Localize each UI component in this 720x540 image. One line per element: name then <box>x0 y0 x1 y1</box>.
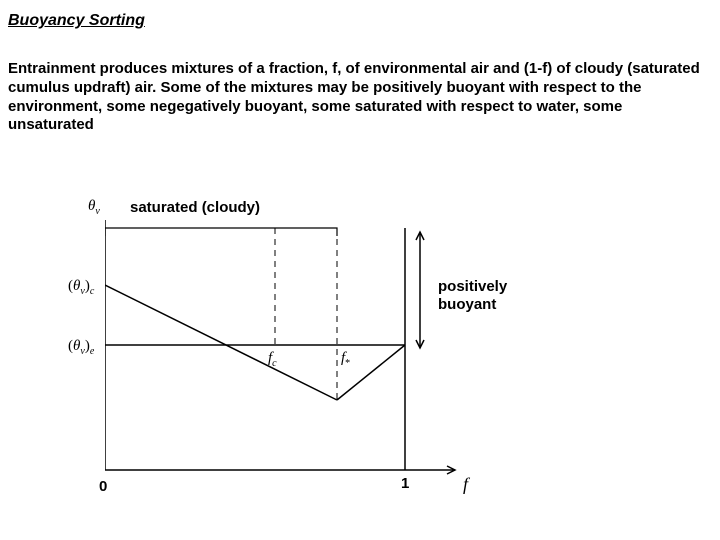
theta-v-label: θv <box>88 198 100 217</box>
axis-zero: 0 <box>99 478 107 495</box>
theta-v-c-label: (θv)c <box>68 278 94 297</box>
theta-v-e-label: (θv)e <box>68 338 94 357</box>
buoyancy-diagram <box>105 220 465 480</box>
page-title: Buoyancy Sorting <box>8 12 145 30</box>
saturated-label: saturated (cloudy) <box>130 199 260 216</box>
body-paragraph: Entrainment produces mixtures of a fract… <box>8 60 708 135</box>
